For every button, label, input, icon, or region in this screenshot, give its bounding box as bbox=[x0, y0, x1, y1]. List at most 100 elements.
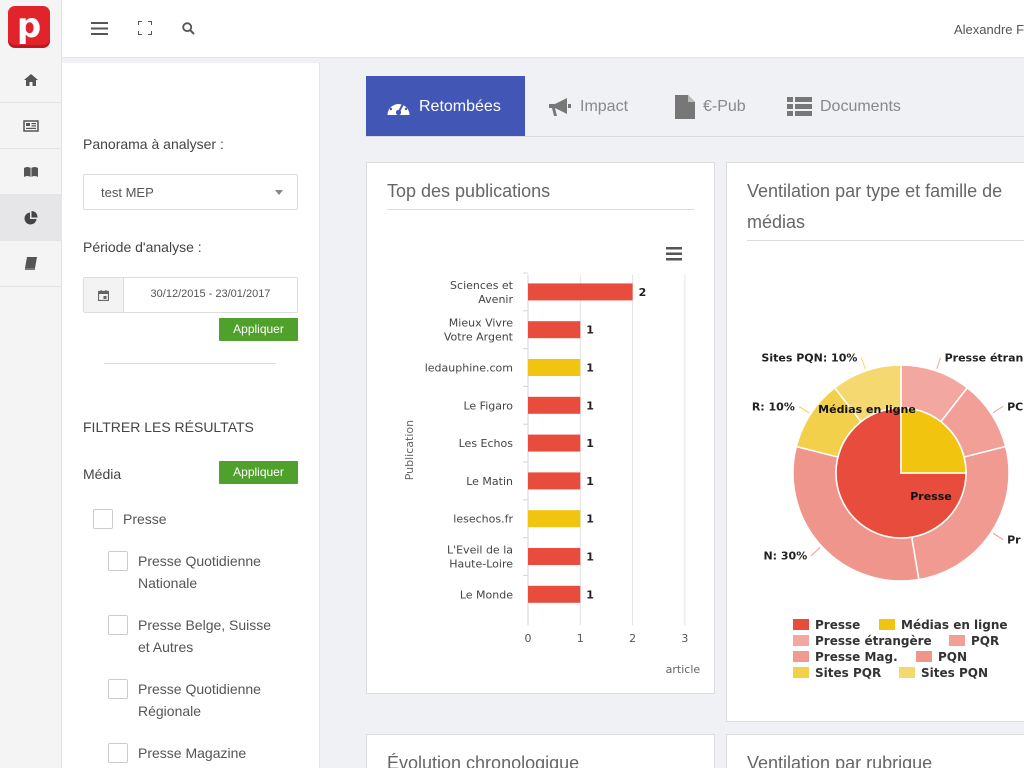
pie-connector bbox=[798, 405, 810, 414]
legend-swatch bbox=[916, 651, 932, 662]
bar[interactable] bbox=[528, 585, 581, 603]
tab-epub[interactable]: €-Pub bbox=[675, 76, 746, 137]
card-top-publications: Top des publications 0 1 2 3 2 Sciences et Ave… bbox=[366, 162, 715, 694]
checkbox-label: Presse Quotidienne Nationale bbox=[138, 553, 261, 591]
legend-item[interactable]: Sites PQR bbox=[815, 666, 881, 680]
divider bbox=[104, 363, 276, 364]
pie-data-label: N: 30% bbox=[763, 550, 807, 563]
media-pie-chart: Presse étran PC Pr N: 30% R: 10% Sites PQN: 1… bbox=[752, 352, 1024, 680]
legend-item[interactable]: Presse étrangère bbox=[815, 634, 932, 648]
checkbox-presse[interactable] bbox=[93, 509, 113, 529]
data-label: 1 bbox=[586, 324, 594, 337]
panorama-select-value: test MEP bbox=[101, 185, 154, 200]
category-label: lesechos.fr bbox=[453, 513, 513, 526]
apply-period-button[interactable]: Appliquer bbox=[219, 318, 298, 341]
pie-inner-label: Médias en ligne bbox=[818, 403, 916, 416]
pie-connector bbox=[992, 405, 1004, 414]
panorama-label: Panorama à analyser : bbox=[83, 136, 224, 152]
pie-slice-inner[interactable] bbox=[835, 407, 967, 539]
panorama-select[interactable]: test MEP bbox=[83, 174, 298, 210]
rail-item-home[interactable] bbox=[0, 57, 62, 103]
chart-menu-button[interactable] bbox=[663, 245, 685, 265]
checkbox-pqr[interactable] bbox=[108, 679, 128, 699]
tab-impact[interactable]: Impact bbox=[547, 76, 628, 137]
fullscreen-button[interactable] bbox=[131, 14, 159, 42]
pie-data-label: Presse étran bbox=[945, 352, 1024, 365]
search-button[interactable] bbox=[174, 14, 202, 42]
bar[interactable] bbox=[528, 321, 581, 339]
legend-item[interactable]: Presse bbox=[815, 618, 860, 632]
legend-item[interactable]: PQR bbox=[971, 634, 999, 648]
category-label: Le Monde bbox=[460, 588, 513, 601]
pie-connector bbox=[810, 547, 821, 556]
x-tick-label: 2 bbox=[629, 632, 636, 645]
search-icon bbox=[181, 21, 195, 35]
book-icon bbox=[25, 257, 37, 270]
category-label: Mieux Vivre bbox=[449, 317, 513, 330]
legend-item[interactable]: Médias en ligne bbox=[901, 618, 1008, 632]
legend-swatch bbox=[793, 651, 809, 662]
calendar-addon[interactable] bbox=[84, 278, 124, 312]
pie-slice-inner[interactable] bbox=[900, 407, 967, 474]
tab-documents[interactable]: Documents bbox=[787, 76, 901, 137]
bar[interactable] bbox=[528, 510, 581, 528]
card-divider bbox=[747, 240, 1024, 241]
rail-item-library[interactable] bbox=[0, 241, 62, 287]
pie-inner-label: Presse bbox=[910, 490, 952, 503]
fullscreen-icon bbox=[138, 21, 152, 35]
chevron-down-icon bbox=[275, 190, 283, 195]
category-label: Le Figaro bbox=[463, 399, 513, 412]
apply-media-button[interactable]: Appliquer bbox=[219, 461, 298, 484]
bar[interactable] bbox=[528, 434, 581, 452]
legend-item[interactable]: Sites PQN bbox=[921, 666, 988, 680]
menu-toggle-button[interactable] bbox=[85, 14, 113, 42]
period-label: Période d'analyse : bbox=[83, 239, 202, 255]
data-label: 1 bbox=[586, 475, 594, 488]
bar[interactable] bbox=[528, 472, 581, 490]
app-logo[interactable]: p bbox=[8, 6, 50, 48]
tab-retombees[interactable]: Retombées bbox=[366, 76, 525, 137]
rail-item-reader[interactable] bbox=[0, 149, 62, 195]
checkbox-pqn[interactable] bbox=[108, 551, 128, 571]
filter-panel: Panorama à analyser : test MEP Période d… bbox=[62, 63, 320, 768]
bar[interactable] bbox=[528, 359, 581, 376]
bar[interactable] bbox=[528, 396, 581, 414]
pie-connector bbox=[860, 357, 866, 370]
legend-swatch bbox=[879, 619, 895, 630]
card-divider bbox=[387, 209, 694, 210]
checkbox-label: Presse Magazine bbox=[138, 745, 247, 761]
legend-item[interactable]: PQN bbox=[938, 650, 967, 664]
home-icon bbox=[24, 73, 38, 86]
list-icon bbox=[787, 97, 812, 116]
rail-item-analytics[interactable] bbox=[0, 195, 62, 241]
tab-label: €-Pub bbox=[703, 97, 746, 115]
category-label: L'Eveil de la bbox=[447, 544, 513, 557]
checkbox-presse-belge[interactable] bbox=[108, 615, 128, 635]
dashboard-icon bbox=[387, 100, 410, 115]
data-label: 1 bbox=[586, 513, 594, 526]
megaphone-icon bbox=[549, 97, 571, 116]
bar[interactable] bbox=[528, 283, 633, 301]
legend-swatch bbox=[793, 667, 809, 678]
bar[interactable] bbox=[528, 548, 581, 565]
book-open-icon bbox=[24, 166, 38, 177]
y-axis-title: Publication bbox=[403, 420, 416, 480]
category-label: Haute-Loire bbox=[449, 558, 513, 571]
period-date-range[interactable]: 30/12/2015 - 23/01/2017 bbox=[83, 277, 298, 313]
legend-item[interactable]: Presse Mag. bbox=[815, 650, 898, 664]
top-bar: Alexandre F bbox=[62, 0, 1024, 58]
media-label: Média bbox=[83, 466, 122, 482]
legend-swatch bbox=[899, 667, 915, 678]
card-title: Ventilation par rubrique bbox=[747, 753, 933, 768]
category-label: Le Matin bbox=[466, 475, 513, 488]
data-label: 1 bbox=[586, 588, 594, 601]
user-name[interactable]: Alexandre F bbox=[954, 22, 1024, 37]
pie-connector bbox=[992, 532, 1004, 541]
legend-swatch bbox=[793, 635, 809, 646]
checkbox-presse-magazine[interactable] bbox=[108, 743, 128, 763]
rail-item-news[interactable] bbox=[0, 103, 62, 149]
pie-data-label: Pr bbox=[1007, 534, 1021, 547]
pie-data-label: R: 10% bbox=[752, 400, 795, 413]
checkbox-label: Presse bbox=[123, 511, 167, 527]
